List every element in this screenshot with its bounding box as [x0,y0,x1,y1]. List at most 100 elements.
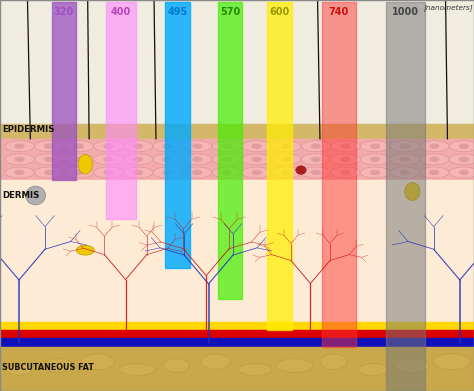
Ellipse shape [76,246,94,255]
Text: 495: 495 [168,7,188,17]
Ellipse shape [390,154,419,165]
Ellipse shape [272,154,301,165]
Ellipse shape [390,167,419,178]
Ellipse shape [459,156,469,162]
Ellipse shape [449,154,474,165]
Bar [52,2,76,180]
Ellipse shape [272,167,301,178]
Ellipse shape [133,170,143,175]
Ellipse shape [103,156,114,162]
Bar [218,2,242,299]
Bar [0,338,474,347]
Ellipse shape [201,354,230,369]
Ellipse shape [281,170,292,175]
Ellipse shape [281,143,292,149]
Text: 400: 400 [111,7,131,17]
Ellipse shape [390,141,419,152]
Ellipse shape [73,143,84,149]
Ellipse shape [64,141,93,152]
Ellipse shape [242,154,271,165]
Ellipse shape [73,156,84,162]
Bar [0,322,474,330]
Ellipse shape [310,170,321,175]
Ellipse shape [44,170,55,175]
Ellipse shape [251,170,262,175]
Ellipse shape [192,170,202,175]
Bar [165,2,190,268]
Ellipse shape [5,167,34,178]
Ellipse shape [429,143,439,149]
Ellipse shape [35,167,64,178]
Ellipse shape [396,359,429,372]
Ellipse shape [370,156,380,162]
Text: 570: 570 [220,7,240,17]
Ellipse shape [103,143,114,149]
Ellipse shape [103,170,114,175]
Bar [0,347,474,391]
Ellipse shape [133,143,143,149]
Ellipse shape [14,143,25,149]
Ellipse shape [163,170,173,175]
Text: 740: 740 [329,7,349,17]
Ellipse shape [242,141,271,152]
Ellipse shape [44,156,55,162]
Ellipse shape [163,359,189,372]
Ellipse shape [212,141,242,152]
Ellipse shape [26,186,46,205]
Ellipse shape [5,141,34,152]
Ellipse shape [459,143,469,149]
Text: DERMIS: DERMIS [2,191,40,200]
Ellipse shape [182,141,212,152]
Ellipse shape [133,156,143,162]
Ellipse shape [358,364,388,375]
Ellipse shape [182,154,212,165]
Ellipse shape [400,156,410,162]
Bar [0,124,474,139]
Ellipse shape [301,167,330,178]
Bar [322,2,356,347]
Ellipse shape [370,143,380,149]
Ellipse shape [182,167,212,178]
Bar [0,0,474,125]
Bar [0,139,474,180]
Ellipse shape [310,156,321,162]
Ellipse shape [222,156,232,162]
Text: 1000: 1000 [392,7,419,17]
Ellipse shape [64,167,93,178]
Ellipse shape [340,143,351,149]
Ellipse shape [272,141,301,152]
Ellipse shape [301,154,330,165]
Ellipse shape [320,354,347,369]
Ellipse shape [340,170,351,175]
Ellipse shape [449,141,474,152]
Ellipse shape [276,359,313,372]
Ellipse shape [400,143,410,149]
Ellipse shape [419,154,449,165]
Ellipse shape [212,154,242,165]
Ellipse shape [331,154,360,165]
Circle shape [296,166,306,174]
Ellipse shape [242,167,271,178]
Ellipse shape [238,364,272,375]
Ellipse shape [360,154,390,165]
Ellipse shape [192,143,202,149]
Ellipse shape [419,167,449,178]
Ellipse shape [459,170,469,175]
Ellipse shape [222,170,232,175]
Text: EPIDERMIS: EPIDERMIS [2,124,55,134]
Bar [0,330,474,339]
Ellipse shape [301,141,330,152]
Ellipse shape [400,170,410,175]
Ellipse shape [212,167,242,178]
Bar [0,180,474,323]
Ellipse shape [340,156,351,162]
Ellipse shape [64,154,93,165]
Text: 600: 600 [270,7,290,17]
Ellipse shape [310,143,321,149]
Ellipse shape [331,141,360,152]
Ellipse shape [81,354,114,369]
Ellipse shape [360,141,390,152]
Ellipse shape [123,141,153,152]
Ellipse shape [163,143,173,149]
Text: SUBCUTANEOUS FAT: SUBCUTANEOUS FAT [2,363,94,372]
